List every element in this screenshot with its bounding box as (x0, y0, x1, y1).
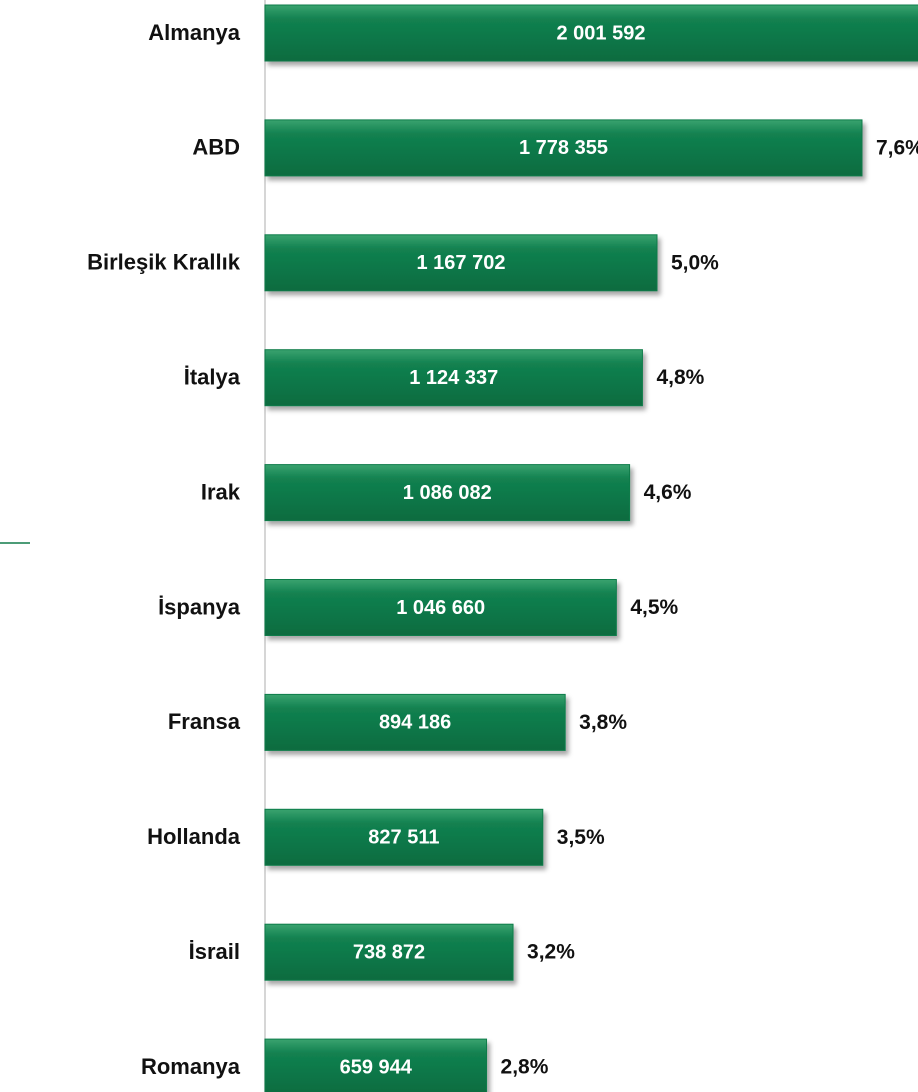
bar (264, 1038, 488, 1092)
share-label: 2,8% (501, 1056, 549, 1079)
value-label: 1 086 082 (403, 482, 492, 504)
share-label: 3,2% (527, 941, 575, 964)
value-label: 2 001 592 (556, 22, 645, 44)
bar (264, 808, 544, 866)
bar (264, 923, 514, 981)
bar (264, 349, 643, 407)
value-label: 1 046 660 (396, 597, 485, 619)
bar (264, 4, 918, 62)
category-label: Hollanda (147, 824, 241, 849)
bar (264, 234, 658, 292)
category-label: Almanya (148, 20, 240, 45)
value-label: 827 511 (368, 827, 439, 849)
value-label: 1 778 355 (519, 137, 608, 159)
value-label: 659 944 (340, 1056, 413, 1078)
value-label: 1 167 702 (417, 252, 506, 274)
share-label: 4,5% (630, 596, 678, 619)
category-label: İsrail (189, 939, 240, 964)
category-label: Fransa (168, 709, 241, 734)
category-label: Irak (201, 479, 241, 504)
value-label: 738 872 (353, 941, 425, 963)
share-label: 4,8% (656, 366, 704, 389)
share-label: 3,5% (557, 826, 605, 849)
value-label: 894 186 (379, 712, 451, 734)
bar (264, 464, 631, 522)
bar (264, 579, 617, 636)
category-label: ABD (192, 135, 240, 160)
category-label: İspanya (158, 594, 241, 619)
share-label: 7,6% (876, 136, 918, 159)
bar (264, 119, 863, 177)
value-label: 1 124 337 (409, 367, 498, 389)
share-label: 5,0% (671, 251, 719, 274)
category-label: İtalya (184, 365, 241, 390)
category-label: Romanya (141, 1054, 241, 1079)
category-label: Birleşik Krallık (87, 250, 241, 275)
share-label: 4,6% (644, 481, 692, 504)
bar (264, 693, 566, 751)
share-label: 3,8% (579, 711, 627, 734)
